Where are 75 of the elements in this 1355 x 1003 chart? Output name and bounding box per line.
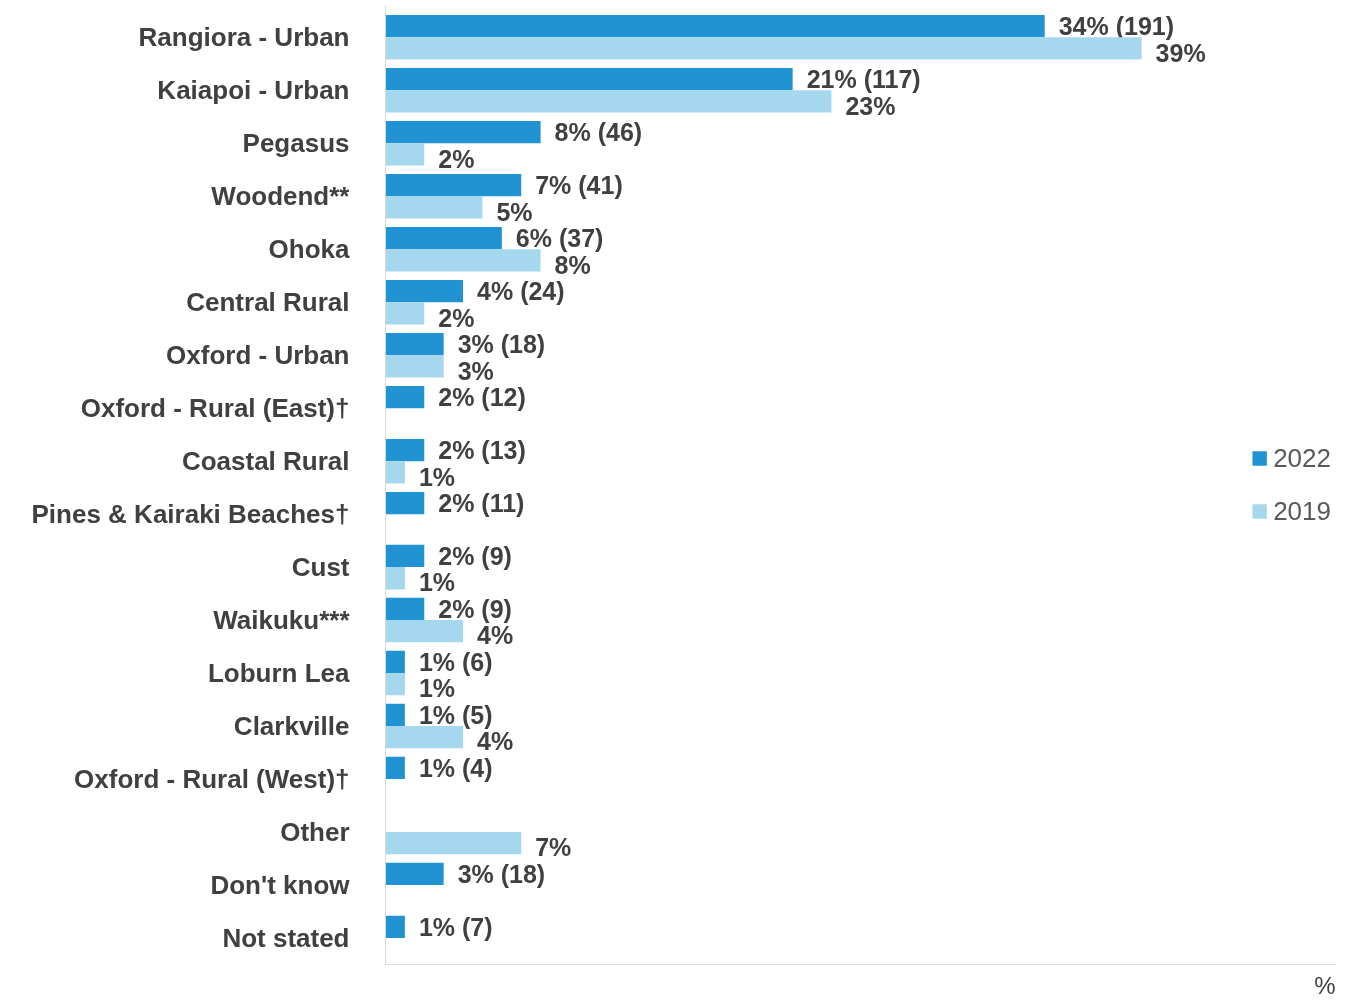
y-tick-label: Central Rural [186,287,350,318]
data-label: 2% (9) [438,542,512,570]
data-label: 34% (191) [1058,12,1175,41]
bar [385,544,425,568]
bar [385,121,541,144]
y-tick-label: Cust [291,552,350,583]
data-label: 5% [496,197,533,226]
y-tick-label: Other [280,817,350,848]
data-label: 7% [535,833,572,862]
y-tick-label: Oxford - Urban [166,340,350,371]
y-tick-label: Don't know [210,870,351,901]
bar [385,597,425,621]
x-axis-title: % [1314,971,1336,999]
bar [385,90,832,113]
bar [385,332,444,356]
bar [385,249,541,272]
bar [385,15,1045,38]
y-tick-label: Rangiora - Urban [138,22,350,53]
data-label: 1% (7) [418,912,493,941]
data-label: 2% (12) [438,383,526,412]
bar [385,68,793,91]
data-label: 21% (117) [806,65,921,94]
y-tick-label: Loburn Lea [207,658,351,689]
data-label: 7% (41) [535,171,623,200]
y-tick-label: Oxford - Rural (East)† [80,393,350,424]
legend-label: 2022 [1273,442,1331,474]
y-tick-label: Kaiapoi - Urban [157,75,350,106]
bar [385,302,425,325]
bar [385,173,522,197]
y-tick-label: Coastal Rural [181,446,350,477]
bar [385,832,522,855]
bar [385,196,483,219]
bar [385,915,405,939]
bar [385,567,405,590]
bar [385,620,464,643]
bar [385,461,405,484]
data-label: 1% [418,462,456,491]
y-tick-label: Waikuku*** [213,605,351,636]
y-tick-label: Pines & Kairaki Beaches† [31,499,350,530]
legend-label: 2019 [1273,495,1331,527]
bar [385,650,405,674]
y-tick-label: Woodend** [211,181,351,212]
bar [385,491,425,515]
bar [385,226,502,250]
y-tick-label: Clarkville [233,711,350,742]
data-label: 2% (11) [438,489,525,518]
data-label: 2% [438,303,475,332]
bar [385,673,405,696]
bar [385,862,444,886]
data-label: 2% [438,144,475,173]
data-label: 1% [418,568,456,597]
y-tick-label: Pegasus [242,128,350,159]
data-label: 3% [457,356,494,385]
bar [385,279,464,303]
bar [385,726,464,749]
data-label: 6% (37) [515,224,604,253]
y-tick-label: Not stated [222,923,350,954]
data-label: 3% (18) [457,859,546,888]
data-label: 3% (18) [457,330,546,359]
bar [385,756,405,780]
bar [385,143,425,166]
data-label: 2% (13) [438,436,526,465]
data-label: 2% (9) [438,594,512,623]
data-label: 1% (6) [418,647,493,676]
bar [385,385,425,409]
bar [385,355,444,378]
data-label: 1% [418,674,456,703]
y-tick-label: Oxford - Rural (West)† [74,764,350,795]
y-tick-label: Ohoka [268,234,351,265]
data-label: 1% (4) [418,753,493,782]
data-label: 1% (5) [418,700,493,729]
data-label: 8% (46) [554,118,643,147]
bar [385,703,405,727]
bar [385,438,425,462]
data-label: 4% (24) [477,277,565,306]
